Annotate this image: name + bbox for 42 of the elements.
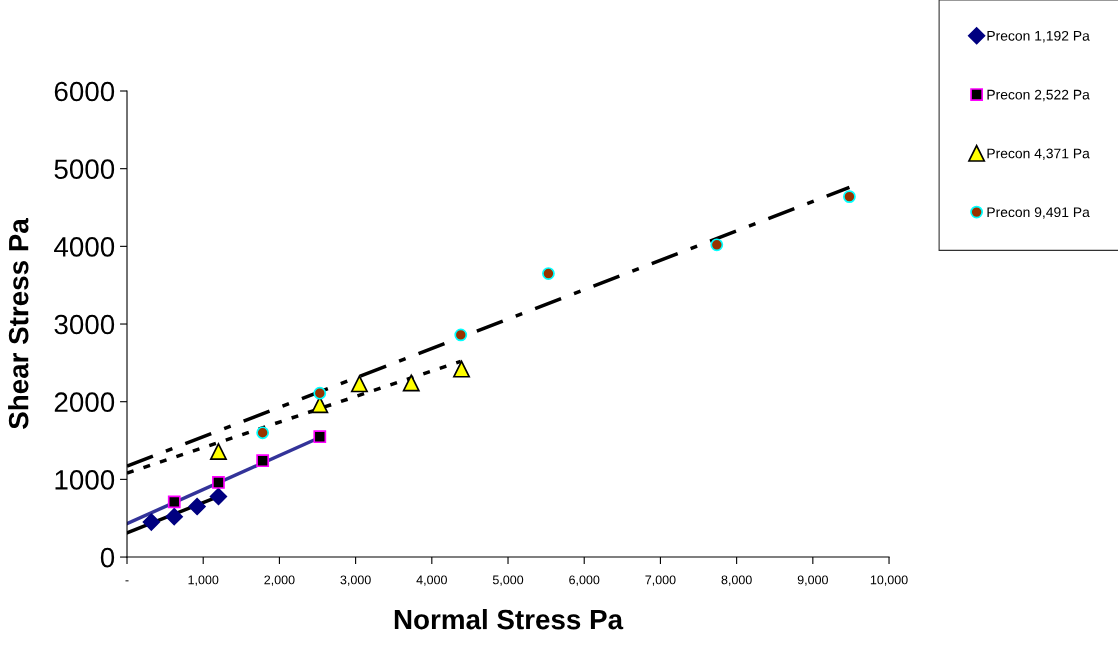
legend-label: Precon 4,371 Pa bbox=[987, 148, 1090, 160]
x-tick-label: 8,000 bbox=[721, 575, 752, 586]
y-tick-label: 6000 bbox=[54, 81, 115, 102]
x-tick-label: 1,000 bbox=[188, 575, 219, 586]
point bbox=[542, 267, 555, 280]
x-axis-title: Normal Stress Pa bbox=[394, 608, 624, 630]
y-tick-label: 2000 bbox=[54, 392, 115, 413]
point bbox=[843, 190, 856, 204]
point bbox=[313, 386, 327, 400]
point bbox=[212, 476, 225, 489]
y-tick-label: 1000 bbox=[55, 470, 115, 490]
point bbox=[165, 507, 183, 526]
y-axis-title: Shear Stress Pa bbox=[8, 218, 29, 429]
point bbox=[256, 454, 270, 468]
point bbox=[453, 360, 471, 378]
legend-label: Precon 2,522 Pa bbox=[987, 89, 1090, 102]
y-tick-label: 0 bbox=[100, 547, 115, 568]
x-tick-label: 5,000 bbox=[492, 575, 524, 586]
x-tick-label: 4,000 bbox=[416, 575, 447, 586]
point bbox=[142, 513, 161, 531]
x-tick-label: 9,000 bbox=[797, 575, 828, 586]
point bbox=[209, 487, 228, 506]
x-tick-label: 10,000 bbox=[870, 575, 908, 586]
y-tick-label: 3000 bbox=[54, 314, 115, 335]
legend-label: Precon 9,491 Pa bbox=[987, 207, 1090, 219]
point bbox=[209, 442, 227, 460]
point bbox=[402, 374, 420, 392]
legend-label: Precon 1,192 Pa bbox=[987, 30, 1090, 43]
point bbox=[256, 426, 270, 440]
y-tick-label: 5000 bbox=[54, 159, 115, 180]
point bbox=[167, 495, 181, 509]
point bbox=[454, 328, 468, 342]
x-tick-label: 2,000 bbox=[264, 575, 295, 586]
point bbox=[188, 497, 206, 516]
y-tick-label: 4000 bbox=[54, 237, 115, 257]
x-tick-label: 3,000 bbox=[340, 575, 371, 586]
point bbox=[350, 375, 368, 393]
x-tick-label: 6,000 bbox=[569, 575, 600, 586]
x-tick-label: 7,000 bbox=[645, 575, 676, 586]
point bbox=[313, 430, 327, 444]
x-tick-label: - bbox=[125, 580, 129, 582]
point bbox=[710, 238, 724, 252]
